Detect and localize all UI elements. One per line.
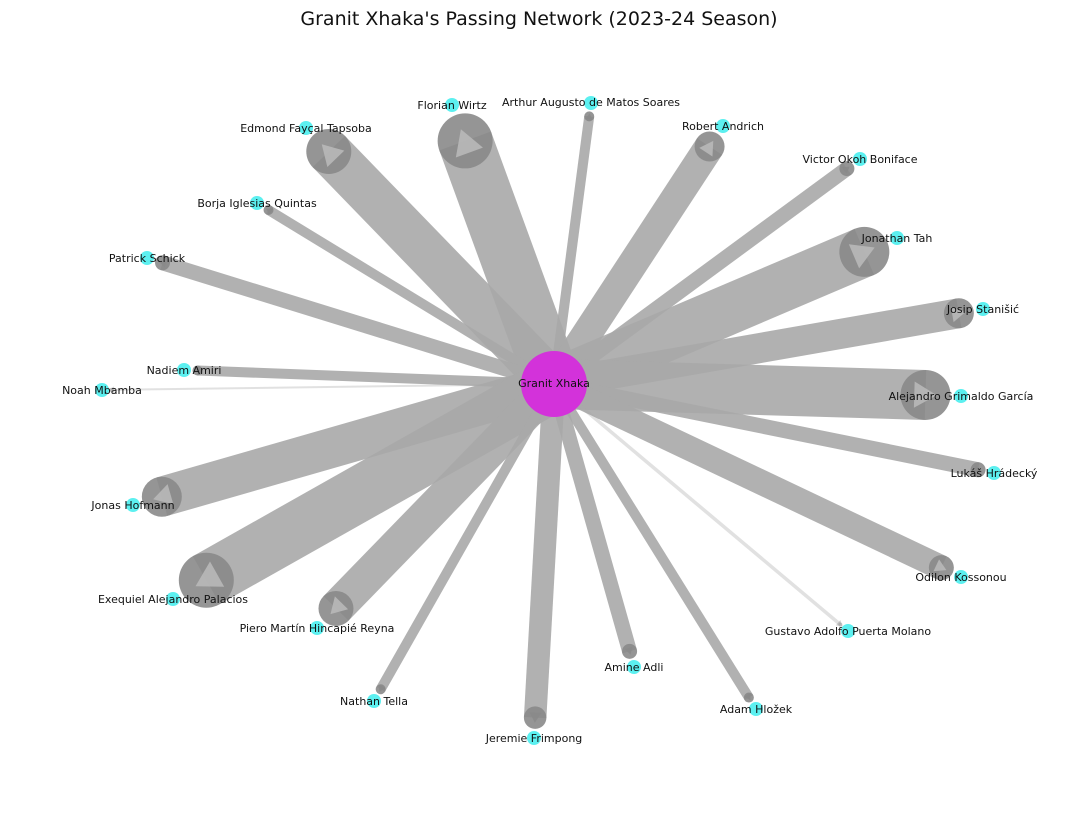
player-node[interactable] (126, 498, 140, 512)
player-label: Nathan Tella (340, 695, 408, 708)
edge-arrowhead-1 (585, 113, 593, 120)
edge-arrowhead-2 (699, 140, 714, 157)
player-node[interactable] (853, 152, 867, 166)
edge-arrowhead-13 (153, 484, 174, 505)
player-label: Josip Stanišić (946, 303, 1019, 316)
player-label: Borja Iglesias Quintas (197, 197, 317, 210)
player-node[interactable] (954, 570, 968, 584)
edge-18 (376, 381, 559, 692)
edge-cap-10 (109, 387, 114, 392)
player-label: Noah Mbamba (62, 384, 142, 397)
edge-19 (546, 381, 637, 654)
edge-20 (549, 381, 754, 701)
player-label: Exequiel Alejandro Palacios (98, 593, 248, 606)
center-label: Granit Xhaka (518, 377, 590, 390)
edge-5 (265, 205, 557, 389)
edge-11 (553, 359, 927, 420)
player-node[interactable] (716, 119, 730, 133)
edge-arrowhead-11 (913, 381, 937, 408)
edge-21 (523, 383, 566, 719)
edge-16 (323, 371, 567, 621)
edge-arrowhead-9 (194, 367, 201, 375)
player-label: Amine Adli (605, 661, 664, 674)
player-node[interactable] (299, 121, 313, 135)
edge-arrowhead-6 (848, 244, 875, 269)
edge-arrowhead-15 (933, 559, 947, 572)
player-label: Victor Okoh Boniface (802, 153, 917, 166)
labels-layer: Florian Wirtz Arthur Augusto de Matos Soa… (62, 96, 1038, 745)
player-label: Piero Martín Hincapié Reyna (240, 622, 395, 635)
player-node[interactable] (841, 624, 855, 638)
edge-arrowhead-7 (159, 260, 167, 268)
edge-arrowhead-0 (455, 129, 483, 158)
player-label: Jonas Hofmann (90, 499, 174, 512)
edge-14 (192, 360, 568, 605)
edge-arrowhead-12 (973, 465, 982, 473)
player-node[interactable] (749, 702, 763, 716)
player-node[interactable] (527, 731, 541, 745)
nodes-layer (95, 96, 1001, 745)
player-label: Adam Hložek (720, 703, 793, 716)
edge-arrowhead-17 (835, 620, 843, 627)
player-label: Edmond Fayçal Tapsoba (240, 122, 372, 135)
player-label: Patrick Schick (109, 252, 186, 265)
player-label: Alejandro Grimaldo García (889, 390, 1034, 403)
edge-arrowhead-19 (624, 647, 633, 655)
edge-arrowhead-21 (529, 712, 542, 723)
edge-arrowhead-10 (108, 386, 115, 394)
player-node[interactable] (140, 251, 154, 265)
edge-cap-17 (838, 622, 843, 627)
player-node[interactable] (445, 98, 459, 112)
player-node[interactable] (95, 383, 109, 397)
edge-arrowhead-8 (950, 306, 966, 323)
edge-2 (541, 138, 723, 393)
player-label: Gustavo Adolfo Puerta Molano (765, 625, 931, 638)
edge-arrowhead-4 (841, 166, 850, 174)
player-node[interactable] (987, 466, 1001, 480)
edge-7 (160, 255, 557, 392)
player-node[interactable] (166, 592, 180, 606)
edge-arrowhead-16 (330, 596, 349, 615)
player-node[interactable] (627, 660, 641, 674)
edges-layer (108, 111, 986, 729)
edge-17 (552, 382, 842, 626)
center-node[interactable] (521, 351, 587, 417)
edge-arrowhead-3 (321, 144, 345, 168)
player-label: Lukáš Hrádecký (951, 467, 1038, 480)
edge-arrowhead-18 (379, 684, 386, 692)
chart-title: Granit Xhaka's Passing Network (2023-24 … (300, 8, 778, 30)
player-label: Nadiem Amiri (147, 364, 222, 377)
player-label: Florian Wirtz (417, 99, 486, 112)
player-node[interactable] (890, 231, 904, 245)
player-node[interactable] (367, 694, 381, 708)
player-node[interactable] (177, 363, 191, 377)
player-node[interactable] (954, 389, 968, 403)
player-node[interactable] (250, 196, 264, 210)
player-node[interactable] (584, 96, 598, 110)
edge-arrowhead-5 (265, 208, 273, 215)
player-label: Jeremie Frimpong (485, 732, 583, 745)
edge-3 (312, 135, 571, 400)
edge-1 (549, 115, 595, 385)
player-label: Robert Andrich (682, 120, 764, 133)
edge-arrowhead-20 (744, 693, 751, 701)
player-label: Odilon Kossonou (915, 571, 1006, 584)
edge-12 (552, 376, 980, 478)
edge-arrowhead-14 (195, 561, 225, 587)
player-label: Jonathan Tah (861, 232, 933, 245)
edge-15 (548, 372, 947, 579)
player-label: Arthur Augusto de Matos Soares (502, 96, 680, 109)
player-node[interactable] (976, 302, 990, 316)
player-node[interactable] (310, 621, 324, 635)
